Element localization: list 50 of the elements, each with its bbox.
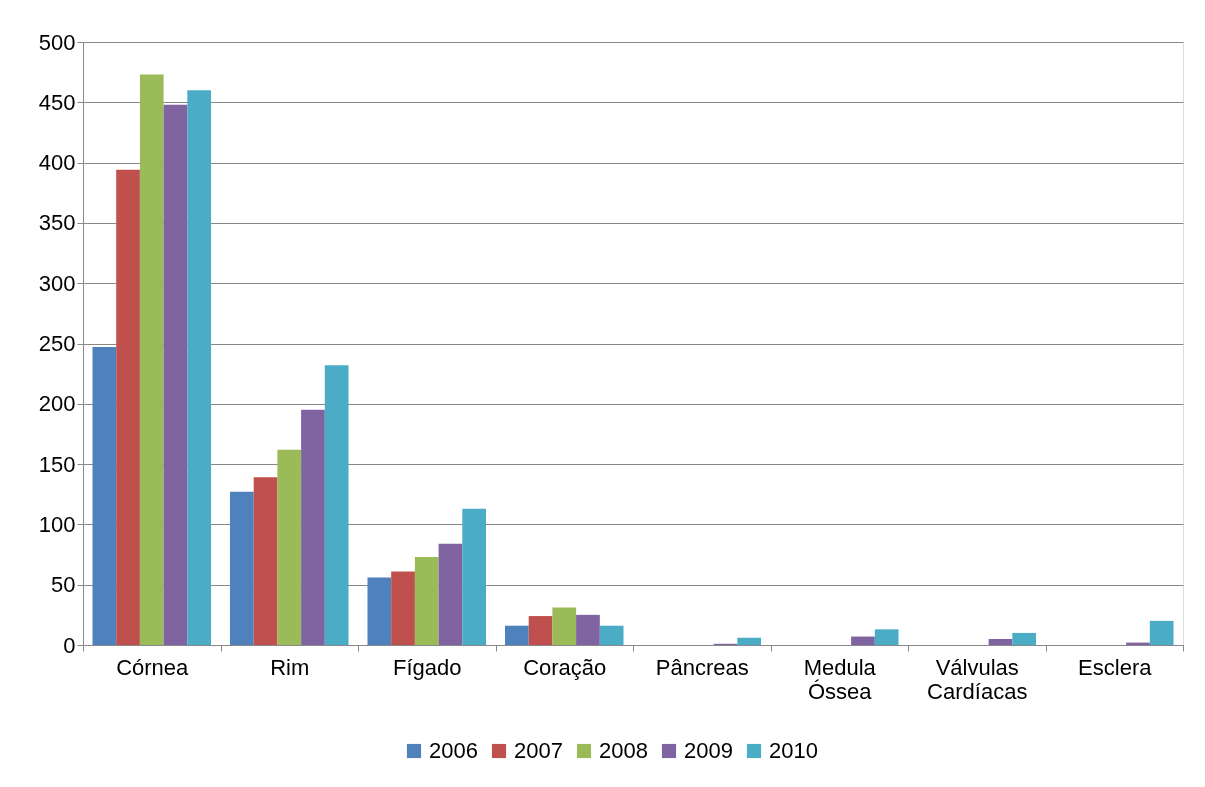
x-tick-label: Rim [270,654,310,680]
y-tick-label: 150 [38,451,76,477]
y-tick-label: 300 [38,270,76,296]
bar [367,577,392,645]
y-tick-label: 250 [38,331,76,356]
legend-label: 2008 [599,738,648,763]
bar [988,638,1013,645]
x-tick-label: Esclera [1078,654,1153,680]
bar [414,556,439,645]
x-tick-label: Válvulas Cardíacas [927,654,1028,704]
x-tick-label: Medula Óssea [803,654,877,704]
bar [253,477,278,645]
legend-label: 2006 [429,738,478,763]
bar [851,636,875,645]
x-tick-label: Pâncreas [655,654,749,680]
y-tick-label: 50 [51,572,76,598]
y-tick-label: 350 [38,210,76,236]
bar [324,365,349,645]
x-tick-label: Coração [523,654,607,680]
legend-label: 2010 [769,738,818,763]
bar [552,607,577,645]
bar [163,104,188,645]
y-tick-label: 500 [38,29,76,55]
x-tick-label: Córnea [116,654,190,680]
legend-label: 2009 [684,738,733,763]
bar [528,616,553,645]
bar [116,169,140,645]
y-tick-label: 200 [38,391,76,417]
y-tick-label: 0 [63,632,76,658]
bar [874,629,899,645]
bar [737,637,762,645]
bar [438,543,463,645]
bar [1012,632,1037,645]
bar [504,625,529,645]
bar [187,90,212,645]
bar [92,347,117,645]
bar [229,491,254,645]
bar [139,74,164,645]
y-tick-label: 100 [38,511,76,537]
bar [462,508,487,645]
bar [277,449,302,645]
bar [599,625,624,645]
bar [1149,620,1174,645]
bar [391,571,415,645]
x-tick-label: Fígado [393,654,462,680]
y-tick-label: 450 [38,89,76,115]
legend-label: 2007 [514,738,563,763]
bar [576,614,600,645]
bar [301,409,325,645]
y-tick-label: 400 [38,150,76,176]
